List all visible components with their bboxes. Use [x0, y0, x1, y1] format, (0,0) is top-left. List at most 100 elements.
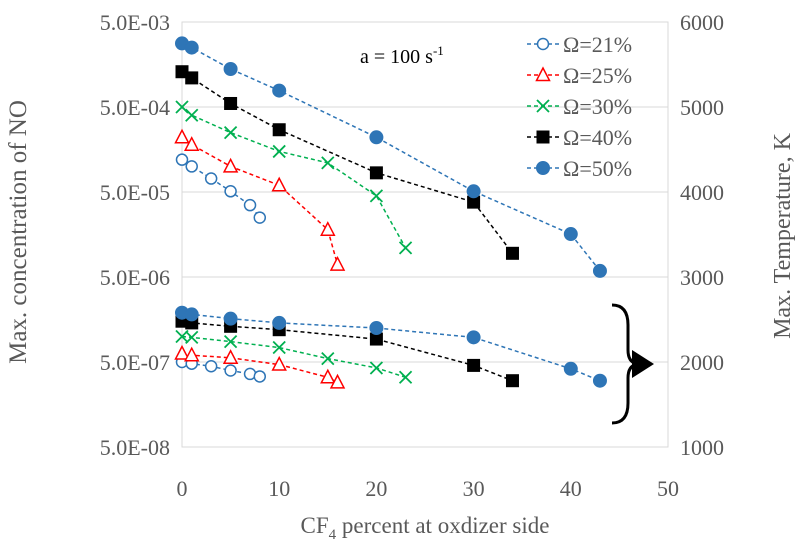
data-point — [272, 83, 287, 98]
y-right-tick-label: 2000 — [680, 350, 724, 375]
legend-marker — [536, 99, 550, 113]
data-point — [398, 370, 413, 384]
y-left-tick-label: 5.0E-03 — [100, 10, 170, 35]
data-point — [467, 358, 481, 372]
data-point — [592, 263, 607, 278]
data-point — [253, 211, 267, 224]
data-point — [505, 374, 519, 388]
annotation: a = 100 s-1 — [360, 43, 444, 68]
data-point — [271, 176, 287, 192]
data-point — [175, 153, 189, 166]
data-point — [222, 349, 239, 364]
data-point — [466, 330, 481, 345]
x-tick-label: 10 — [268, 476, 290, 501]
right-axis-arrow-icon — [632, 350, 654, 378]
series-5 — [175, 36, 607, 388]
data-point — [369, 130, 384, 145]
legend: Ω=21% Ω=25% Ω=30% Ω=40% Ω=50% — [527, 32, 632, 181]
x-tick-label: 20 — [365, 476, 387, 501]
data-point — [563, 361, 578, 376]
series-layer — [174, 36, 607, 389]
data-point — [184, 40, 199, 55]
y-left-tick-label: 5.0E-04 — [100, 95, 170, 120]
x-tick-label: 50 — [657, 476, 679, 501]
data-point — [563, 227, 578, 242]
data-point — [466, 184, 481, 199]
data-point — [320, 221, 336, 236]
x-tick-label: 30 — [463, 476, 485, 501]
data-point — [183, 136, 200, 151]
data-point — [224, 364, 237, 377]
axes-layer: 5.0E-03 5.0E-04 5.0E-05 5.0E-06 5.0E-07 5.0E-… — [100, 10, 724, 501]
series-1 — [175, 153, 267, 383]
data-point — [272, 340, 286, 355]
legend-marker — [536, 37, 550, 51]
data-point — [175, 100, 189, 114]
data-point — [329, 373, 346, 389]
series-5-no-line — [181, 42, 601, 272]
data-point — [174, 344, 190, 360]
data-point — [505, 246, 519, 260]
series-5-temp-line — [181, 311, 601, 382]
y-left-tick-label: 5.0E-05 — [100, 180, 170, 205]
data-point — [224, 185, 237, 198]
data-point — [243, 198, 257, 212]
y-right-tick-label: 4000 — [680, 180, 724, 205]
grid — [182, 106, 668, 363]
data-point — [271, 355, 287, 371]
data-point — [321, 156, 335, 170]
data-point — [185, 160, 198, 173]
data-point — [204, 172, 218, 185]
data-point — [369, 166, 383, 180]
y-right-tick-label: 5000 — [680, 95, 724, 120]
legend-label: Ω=30% — [563, 94, 632, 119]
x-axis-label-subscript: 4 — [329, 527, 337, 543]
series-3 — [175, 100, 413, 384]
legend-marker — [535, 66, 551, 82]
data-point — [222, 157, 239, 173]
data-point — [321, 351, 335, 366]
data-point — [184, 307, 199, 322]
data-point — [398, 241, 413, 255]
legend-marker — [536, 130, 550, 144]
y-left-tick-label: 5.0E-06 — [100, 265, 170, 290]
legend-label: Ω=40% — [563, 125, 632, 150]
y-right-tick-label: 1000 — [680, 435, 724, 460]
legend-label: Ω=50% — [563, 156, 632, 181]
data-point — [272, 144, 286, 159]
legend-label: Ω=25% — [563, 63, 632, 88]
x-tick-label: 0 — [177, 476, 188, 501]
legend-marker — [536, 161, 550, 175]
plot-area-border — [181, 21, 669, 448]
annotation-superscript: -1 — [433, 43, 444, 58]
y-right-tick-label: 6000 — [680, 10, 724, 35]
series-2 — [174, 128, 346, 389]
data-point — [272, 123, 286, 137]
data-point — [369, 332, 383, 346]
y-left-tick-label: 5.0E-08 — [100, 435, 170, 460]
data-point — [223, 334, 238, 349]
data-point — [185, 71, 199, 85]
data-point — [467, 195, 481, 209]
legend-label: Ω=21% — [563, 32, 632, 57]
series-2-no-line — [181, 136, 339, 265]
data-point — [369, 361, 384, 375]
x-axis-label: CF4 percent at oxdizer side — [301, 513, 550, 543]
data-point — [592, 373, 607, 388]
data-point — [185, 330, 199, 344]
data-point — [174, 128, 190, 144]
data-point — [223, 61, 238, 76]
data-point — [369, 189, 384, 203]
data-point — [185, 108, 199, 122]
data-point — [224, 96, 238, 110]
data-point — [223, 311, 238, 326]
y-left-tick-label: 5.0E-07 — [100, 350, 170, 375]
data-point — [320, 368, 336, 384]
data-point — [204, 360, 218, 373]
data-point — [369, 321, 384, 335]
y-right-tick-label: 3000 — [680, 265, 724, 290]
data-point — [183, 346, 200, 362]
y-axis-label-right: Max. Temperature, K — [770, 132, 796, 338]
y-axis-label-left: Max. concentration of NO — [5, 100, 32, 364]
data-point — [272, 315, 287, 330]
